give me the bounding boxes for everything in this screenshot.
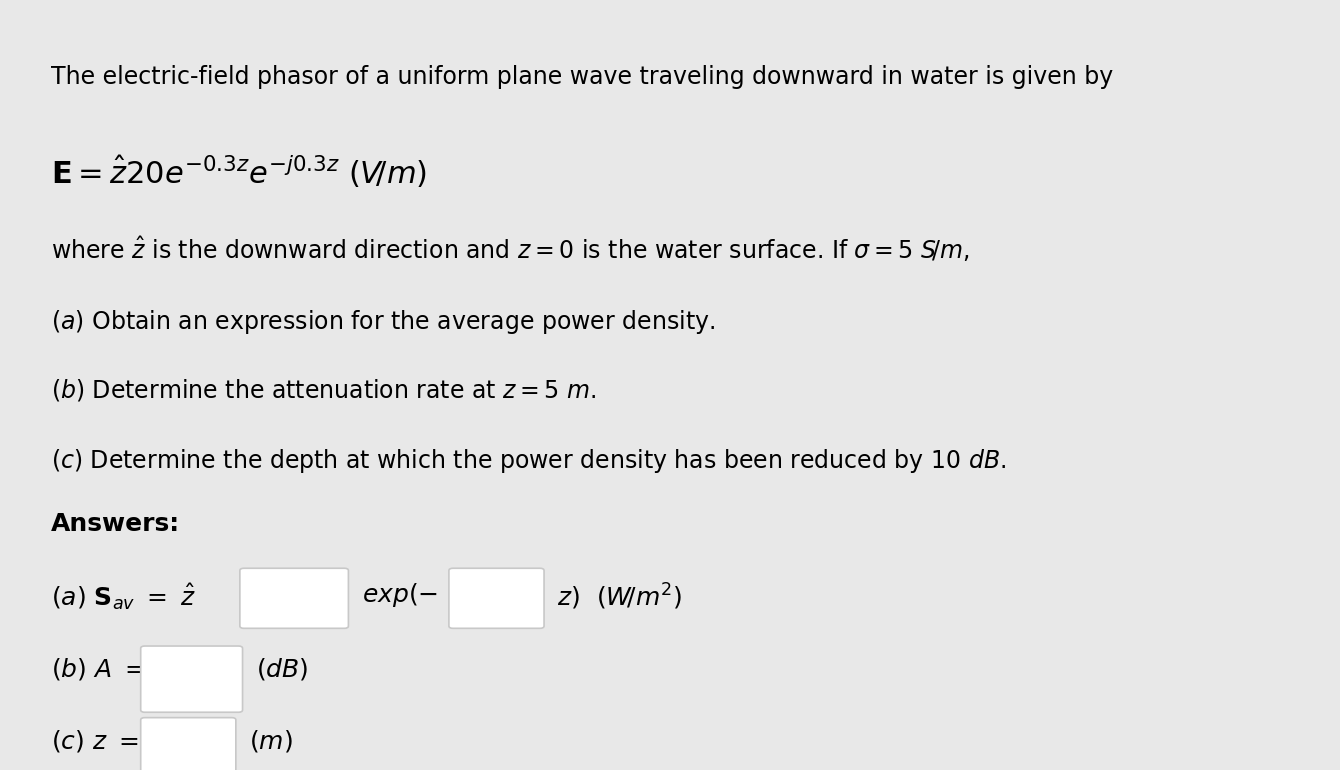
Text: $(b)$ Determine the attenuation rate at $z = 5\ m.$: $(b)$ Determine the attenuation rate at … [51, 377, 596, 403]
Text: $(c)$ Determine the depth at which the power density has been reduced by $10\ dB: $(c)$ Determine the depth at which the p… [51, 447, 1006, 474]
Text: $(a)$ Obtain an expression for the average power density.: $(a)$ Obtain an expression for the avera… [51, 308, 716, 336]
FancyBboxPatch shape [141, 646, 243, 712]
Text: $exp(-$: $exp(-$ [362, 581, 438, 609]
FancyBboxPatch shape [449, 568, 544, 628]
Text: $z)\ \ (W\!/m^2)$: $z)\ \ (W\!/m^2)$ [557, 581, 682, 611]
FancyBboxPatch shape [240, 568, 348, 628]
Text: Answers:: Answers: [51, 512, 180, 536]
Text: $(dB)$: $(dB)$ [256, 656, 308, 682]
Text: $(c)\ z\ =$: $(c)\ z\ =$ [51, 728, 138, 754]
Text: where $\hat{z}$ is the downward direction and $z = 0$ is the water surface. If $: where $\hat{z}$ is the downward directio… [51, 235, 970, 264]
Text: $(a)\ \mathbf{S}_{av}\ =\ \hat{z}$: $(a)\ \mathbf{S}_{av}\ =\ \hat{z}$ [51, 581, 197, 612]
Text: $(b)\ A\ =$: $(b)\ A\ =$ [51, 656, 145, 682]
Text: The electric-field phasor of a uniform plane wave traveling downward in water is: The electric-field phasor of a uniform p… [51, 65, 1114, 89]
Text: $(m)$: $(m)$ [249, 728, 293, 754]
FancyBboxPatch shape [141, 718, 236, 770]
Text: $\mathbf{E} = \hat{z}20e^{-0.3z}e^{-j0.3z}\ (V\!/m)$: $\mathbf{E} = \hat{z}20e^{-0.3z}e^{-j0.3… [51, 154, 427, 190]
